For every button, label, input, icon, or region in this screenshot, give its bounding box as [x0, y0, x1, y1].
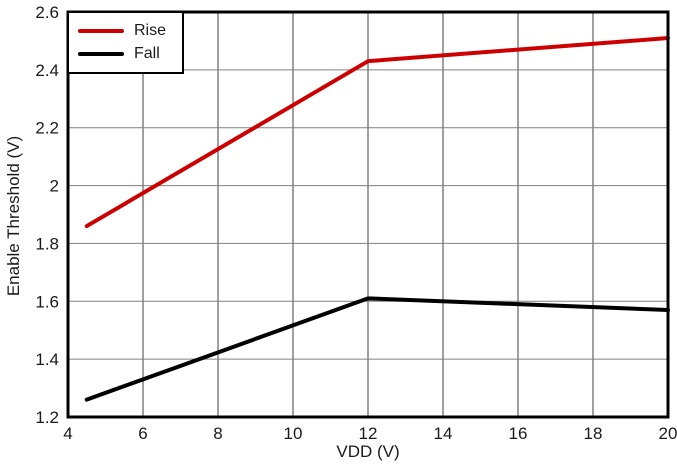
x-tick-label: 4: [63, 424, 72, 443]
y-tick-label: 2.4: [35, 61, 59, 80]
y-axis-title: Enable Threshold (V): [4, 135, 23, 297]
x-tick-label: 6: [138, 424, 147, 443]
legend-item-fall: Fall: [78, 46, 182, 62]
fall-line-swatch: [78, 52, 124, 57]
y-tick-label: 2.6: [35, 3, 59, 22]
x-tick-label: 12: [359, 424, 378, 443]
fall-line: [84, 296, 670, 402]
rise-line: [84, 36, 670, 229]
y-tick-label: 2: [50, 177, 59, 196]
y-tick-label: 1.8: [35, 234, 59, 253]
y-tick-label: 1.4: [35, 350, 59, 369]
x-tick-label: 20: [659, 424, 677, 443]
y-tick-label: 2.2: [35, 119, 59, 138]
legend-label-fall: Fall: [134, 45, 160, 63]
legend-label-rise: Rise: [134, 21, 167, 39]
x-tick-label: 18: [584, 424, 603, 443]
rise-line-swatch: [78, 28, 124, 33]
x-tick-label: 14: [434, 424, 453, 443]
x-tick-label: 16: [509, 424, 528, 443]
x-axis-title: VDD (V): [336, 442, 400, 461]
x-tick-label: 8: [213, 424, 222, 443]
y-tick-label: 1.2: [35, 408, 59, 427]
x-tick-label: 10: [284, 424, 303, 443]
plot-frame: [66, 10, 670, 419]
legend-item-rise: Rise: [78, 21, 182, 39]
legend: Rise Fall: [67, 11, 184, 74]
y-tick-label: 1.6: [35, 292, 59, 311]
